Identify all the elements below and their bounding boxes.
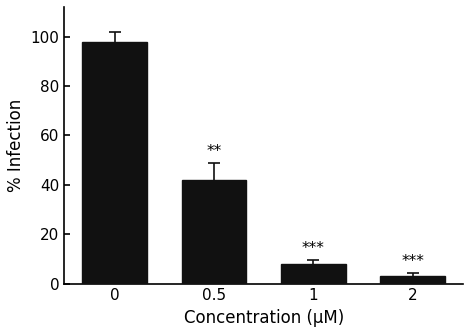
X-axis label: Concentration (μM): Concentration (μM) bbox=[183, 309, 344, 327]
Bar bbox=[380, 276, 445, 284]
Bar bbox=[281, 264, 345, 284]
Bar bbox=[182, 180, 246, 284]
Text: **: ** bbox=[206, 144, 221, 159]
Text: ***: *** bbox=[401, 254, 424, 269]
Bar bbox=[82, 41, 147, 284]
Text: ***: *** bbox=[302, 241, 325, 257]
Y-axis label: % Infection: % Infection bbox=[7, 99, 25, 192]
